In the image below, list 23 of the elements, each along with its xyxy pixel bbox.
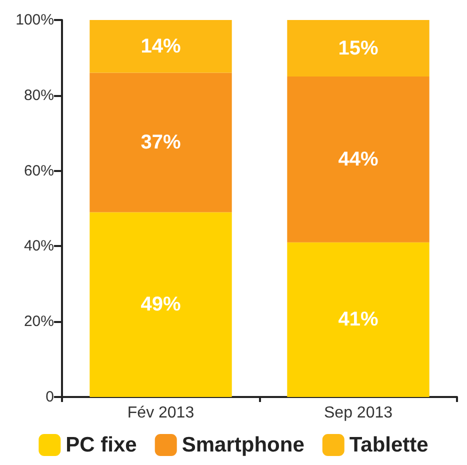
data-label: 15% [338,37,378,60]
bar [90,20,232,73]
data-label: 37% [140,132,181,154]
bar [287,242,430,397]
legend-label: Tablette [349,434,428,456]
y-tick-label: 80% [24,86,54,104]
legend-label: Smartphone [182,434,304,456]
bar [90,212,232,397]
y-tick-label: 40% [24,238,54,255]
y-tick-label: 100% [16,12,54,28]
x-tick-label: Fév 2013 [127,404,194,422]
x-tick-label: Sep 2013 [324,404,393,422]
data-label: 14% [140,35,181,58]
legend-label: PC fixe [66,434,137,456]
y-tick-label: 0 [46,388,54,406]
bar [90,72,232,212]
bar [287,76,430,242]
data-label: 44% [338,148,378,170]
bar [287,20,430,77]
data-label: 41% [338,308,378,331]
y-tick-label: 20% [24,313,54,330]
y-tick-label: 60% [24,162,54,180]
data-label: 49% [140,294,181,316]
